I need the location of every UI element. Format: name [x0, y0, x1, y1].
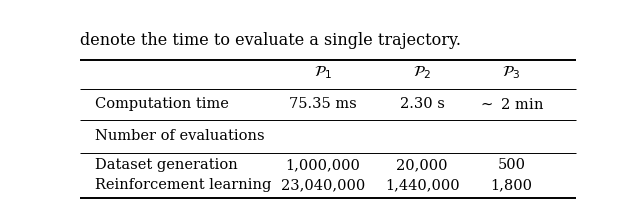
Text: 23,040,000: 23,040,000 [281, 178, 365, 192]
Text: Reinforcement learning: Reinforcement learning [95, 178, 271, 192]
Text: $\mathcal{P}_2$: $\mathcal{P}_2$ [413, 64, 431, 81]
Text: $\mathcal{P}_3$: $\mathcal{P}_3$ [502, 64, 520, 81]
Text: $\sim$ 2 min: $\sim$ 2 min [479, 97, 545, 112]
Text: 1,800: 1,800 [490, 178, 532, 192]
Text: 1,000,000: 1,000,000 [285, 158, 360, 172]
Text: 75.35 ms: 75.35 ms [289, 97, 357, 112]
Text: denote the time to evaluate a single trajectory.: denote the time to evaluate a single tra… [80, 32, 461, 49]
Text: 1,440,000: 1,440,000 [385, 178, 460, 192]
Text: 2.30 s: 2.30 s [400, 97, 445, 112]
Text: Number of evaluations: Number of evaluations [95, 129, 264, 143]
Text: 500: 500 [497, 158, 525, 172]
Text: Dataset generation: Dataset generation [95, 158, 237, 172]
Text: Computation time: Computation time [95, 97, 228, 112]
Text: $\mathcal{P}_1$: $\mathcal{P}_1$ [314, 64, 332, 81]
Text: 20,000: 20,000 [397, 158, 448, 172]
